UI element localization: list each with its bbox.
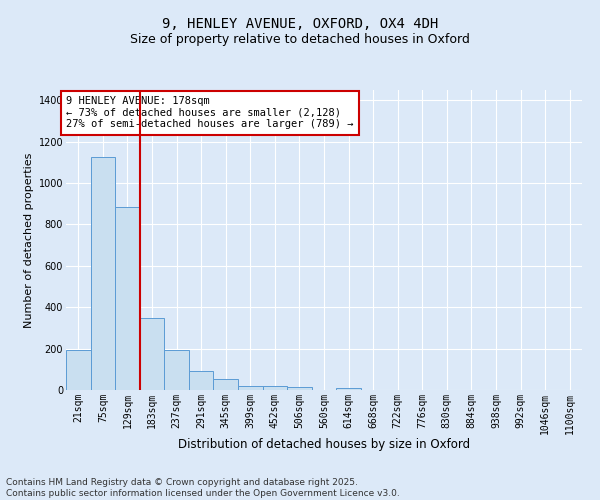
Bar	[164, 350, 189, 390]
Text: Contains HM Land Registry data © Crown copyright and database right 2025.
Contai: Contains HM Land Registry data © Crown c…	[6, 478, 400, 498]
X-axis label: Distribution of detached houses by size in Oxford: Distribution of detached houses by size …	[178, 438, 470, 451]
Text: 9, HENLEY AVENUE, OXFORD, OX4 4DH: 9, HENLEY AVENUE, OXFORD, OX4 4DH	[162, 18, 438, 32]
Text: 9 HENLEY AVENUE: 178sqm
← 73% of detached houses are smaller (2,128)
27% of semi: 9 HENLEY AVENUE: 178sqm ← 73% of detache…	[67, 96, 354, 130]
Y-axis label: Number of detached properties: Number of detached properties	[25, 152, 34, 328]
Bar	[263, 386, 287, 390]
Bar	[91, 157, 115, 390]
Bar	[238, 386, 263, 390]
Bar	[189, 372, 214, 390]
Bar	[287, 387, 312, 390]
Bar	[336, 388, 361, 390]
Text: Size of property relative to detached houses in Oxford: Size of property relative to detached ho…	[130, 32, 470, 46]
Bar	[140, 318, 164, 390]
Bar	[214, 378, 238, 390]
Bar	[66, 350, 91, 390]
Bar	[115, 207, 140, 390]
